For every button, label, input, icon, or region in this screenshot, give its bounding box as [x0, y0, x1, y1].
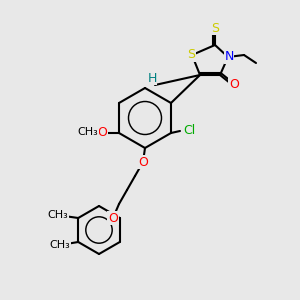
- Text: O: O: [97, 125, 107, 139]
- Text: S: S: [211, 22, 219, 34]
- Text: CH₃: CH₃: [78, 127, 98, 137]
- Text: O: O: [108, 212, 118, 224]
- Text: CH₃: CH₃: [50, 240, 70, 250]
- Text: S: S: [187, 49, 195, 62]
- Text: N: N: [224, 50, 234, 64]
- Text: H: H: [147, 71, 157, 85]
- Text: O: O: [229, 77, 239, 91]
- Text: CH₃: CH₃: [48, 210, 69, 220]
- Text: Cl: Cl: [183, 124, 195, 137]
- Text: O: O: [138, 155, 148, 169]
